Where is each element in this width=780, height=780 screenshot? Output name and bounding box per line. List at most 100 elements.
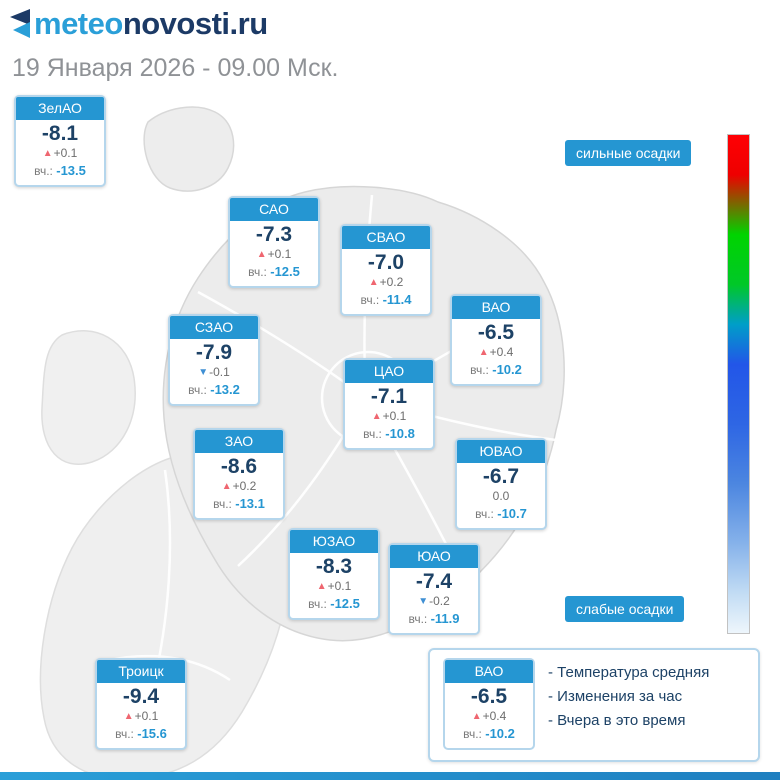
legend-item-change: - Изменения за час — [548, 688, 683, 705]
legend-sample-name: ВАО — [445, 660, 533, 683]
change-value: +0.2 — [232, 479, 257, 493]
bottom-bar — [0, 772, 780, 780]
temperature-change-row: ▲+0.2 — [197, 479, 281, 494]
district-card-body: -9.4 ▲+0.1 вч.: -15.6 — [97, 683, 185, 748]
legend-sample-yesterday: -10.2 — [485, 726, 515, 741]
district-name: САО — [230, 198, 318, 221]
district-card-body: -7.1 ▲+0.1 вч.: -10.8 — [345, 383, 433, 448]
trend-up-icon: ▲ — [221, 481, 232, 492]
district-name: СВАО — [342, 226, 430, 249]
temperature-value: -9.4 — [122, 685, 160, 708]
temperature-value: -8.3 — [315, 555, 353, 578]
trend-up-icon: ▲ — [316, 581, 327, 592]
yesterday-row: вч.: -10.2 — [454, 361, 538, 379]
yesterday-label: вч.: — [463, 727, 482, 741]
change-value: -0.2 — [429, 594, 450, 608]
scale-label-weak: слабые осадки — [565, 596, 685, 622]
district-card-body: -6.5 ▲+0.4 вч.: -10.2 — [452, 319, 540, 384]
legend-sample-change-row: ▲+0.4 — [447, 709, 531, 724]
change-value: +0.1 — [267, 247, 292, 261]
district-card-sao[interactable]: САО -7.3 ▲+0.1 вч.: -12.5 — [228, 196, 320, 288]
district-card-body: -6.7 0.0 вч.: -10.7 — [457, 463, 545, 528]
temperature-change-row: ▲+0.1 — [99, 709, 183, 724]
temperature-value: -8.1 — [41, 122, 79, 145]
district-card-body: -7.4 ▼-0.2 вч.: -11.9 — [390, 568, 478, 633]
precipitation-scale-bar — [727, 134, 750, 634]
legend-sample-change: +0.4 — [482, 709, 507, 723]
district-name: ЮАО — [390, 545, 478, 568]
yesterday-label: вч.: — [115, 727, 134, 741]
trend-up-icon: ▲ — [368, 277, 379, 288]
district-card-body: -8.1 ▲+0.1 вч.: -13.5 — [16, 120, 104, 185]
district-card-vao[interactable]: ВАО -6.5 ▲+0.4 вч.: -10.2 — [450, 294, 542, 386]
yesterday-label: вч.: — [248, 265, 267, 279]
district-card-zelao[interactable]: ЗелАО -8.1 ▲+0.1 вч.: -13.5 — [14, 95, 106, 187]
legend-item-yesterday: - Вчера в это время — [548, 712, 686, 729]
district-card-zao[interactable]: ЗАО -8.6 ▲+0.2 вч.: -13.1 — [193, 428, 285, 520]
trend-up-icon: ▲ — [371, 411, 382, 422]
logo-text-novosti: novosti.ru — [122, 6, 268, 41]
temperature-change-row: ▼-0.2 — [392, 594, 476, 609]
yesterday-row: вч.: -12.5 — [292, 595, 376, 613]
yesterday-value: -11.4 — [382, 292, 412, 307]
temperature-value: -6.7 — [482, 465, 520, 488]
yesterday-label: вч.: — [360, 293, 380, 307]
district-card-cao[interactable]: ЦАО -7.1 ▲+0.1 вч.: -10.8 — [343, 358, 435, 450]
temperature-change-row: ▲+0.1 — [347, 409, 431, 424]
logo-icon — [10, 9, 30, 39]
trend-up-icon: ▲ — [478, 347, 489, 358]
trend-down-icon: ▼ — [418, 596, 429, 607]
map-region-zelenograd — [143, 106, 235, 192]
district-card-szao[interactable]: СЗАО -7.9 ▼-0.1 вч.: -13.2 — [168, 314, 260, 406]
yesterday-row: вч.: -13.1 — [197, 495, 281, 513]
trend-up-icon: ▲ — [256, 249, 267, 260]
scale-label-strong: сильные осадки — [565, 140, 692, 166]
temperature-change-row: ▲+0.2 — [344, 275, 428, 290]
yesterday-row: вч.: -12.5 — [232, 263, 316, 281]
yesterday-value: -10.8 — [385, 426, 415, 441]
yesterday-value: -10.2 — [492, 362, 522, 377]
legend-items: - Температура средняя - Изменения за час… — [548, 664, 709, 729]
change-value: +0.4 — [489, 345, 514, 359]
logo-text-meteo: meteo — [34, 6, 123, 41]
site-logo[interactable]: meteo novosti.ru — [10, 6, 268, 42]
yesterday-row: вч.: -15.6 — [99, 725, 183, 743]
temperature-change-row: ▲+0.1 — [292, 579, 376, 594]
temperature-change-row: ▲+0.1 — [232, 247, 316, 262]
district-card-uzao[interactable]: ЮЗАО -8.3 ▲+0.1 вч.: -12.5 — [288, 528, 380, 620]
district-card-body: -8.6 ▲+0.2 вч.: -13.1 — [195, 453, 283, 518]
temperature-value: -7.4 — [415, 570, 453, 593]
date-line: 19 Января 2026 - 09.00 Мск. — [12, 54, 339, 82]
temperature-change-row: ▲+0.1 — [18, 146, 102, 161]
district-name: ЗАО — [195, 430, 283, 453]
change-value: +0.1 — [327, 579, 352, 593]
yesterday-label: вч.: — [34, 164, 53, 178]
district-card-uao[interactable]: ЮАО -7.4 ▼-0.2 вч.: -11.9 — [388, 543, 480, 635]
yesterday-row: вч.: -11.4 — [344, 291, 428, 309]
district-name: ЗелАО — [16, 97, 104, 120]
district-name: ЦАО — [345, 360, 433, 383]
temperature-value: -7.3 — [255, 223, 293, 246]
temperature-change-row: ▲+0.4 — [454, 345, 538, 360]
legend-sample-card: ВАО -6.5 ▲+0.4 вч.: -10.2 — [443, 658, 535, 750]
district-card-body: -8.3 ▲+0.1 вч.: -12.5 — [290, 553, 378, 618]
temperature-value: -6.5 — [477, 321, 515, 344]
district-card-uvao[interactable]: ЮВАО -6.7 0.0 вч.: -10.7 — [455, 438, 547, 530]
legend-box: ВАО -6.5 ▲+0.4 вч.: -10.2 - Температура … — [428, 648, 760, 762]
legend-sample-temp: -6.5 — [470, 685, 508, 708]
legend-sample-yesterday-row: вч.: -10.2 — [447, 725, 531, 743]
district-card-body: -7.9 ▼-0.1 вч.: -13.2 — [170, 339, 258, 404]
district-name: Троицк — [97, 660, 185, 683]
temperature-change-row: 0.0 — [459, 489, 543, 504]
yesterday-row: вч.: -11.9 — [392, 610, 476, 628]
temperature-value: -7.9 — [195, 341, 233, 364]
yesterday-label: вч.: — [188, 383, 207, 397]
yesterday-row: вч.: -10.7 — [459, 505, 543, 523]
trend-up-icon: ▲ — [471, 711, 482, 722]
yesterday-value: -15.6 — [137, 726, 167, 741]
district-card-svao[interactable]: СВАО -7.0 ▲+0.2 вч.: -11.4 — [340, 224, 432, 316]
district-card-troitsk[interactable]: Троицк -9.4 ▲+0.1 вч.: -15.6 — [95, 658, 187, 750]
legend-sample-body: -6.5 ▲+0.4 вч.: -10.2 — [445, 683, 533, 748]
trend-up-icon: ▲ — [42, 148, 53, 159]
